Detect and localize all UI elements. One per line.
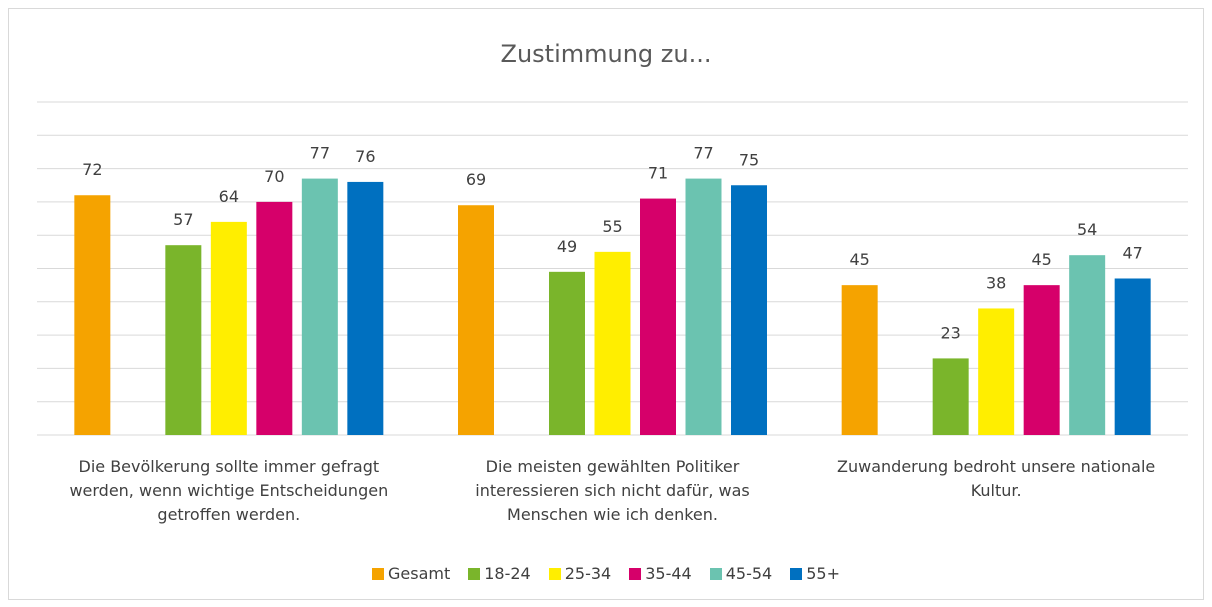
data-label: 72 xyxy=(82,160,102,179)
legend-label: 25-34 xyxy=(564,564,612,583)
data-label: 45 xyxy=(1031,250,1051,269)
bar xyxy=(301,178,338,435)
bar xyxy=(731,185,767,435)
bar xyxy=(165,245,202,435)
data-label: 54 xyxy=(1077,220,1097,239)
bar xyxy=(1069,255,1106,435)
data-label: 76 xyxy=(355,147,375,166)
data-label: 75 xyxy=(739,150,759,169)
bar xyxy=(1114,278,1151,435)
data-label: 45 xyxy=(849,250,869,269)
data-label: 77 xyxy=(310,144,330,163)
bar xyxy=(210,221,247,435)
data-label: 38 xyxy=(986,273,1006,292)
bar xyxy=(1023,285,1060,435)
data-label: 70 xyxy=(264,167,284,186)
legend-swatch xyxy=(371,567,384,580)
data-label: 71 xyxy=(648,164,668,183)
data-label: 77 xyxy=(693,144,713,163)
legend-label: 45-54 xyxy=(725,564,773,583)
legend-swatch xyxy=(709,567,722,580)
data-label: 57 xyxy=(173,210,193,229)
legend-swatch xyxy=(548,567,561,580)
data-label: 49 xyxy=(557,237,577,256)
bar xyxy=(256,201,293,435)
legend: Gesamt 18-24 25-34 35-44 45-54 55+ xyxy=(0,564,1212,583)
x-tick-label: Die meisten gewählten Politiker interess… xyxy=(475,457,750,524)
bar xyxy=(932,358,969,435)
data-label: 23 xyxy=(940,323,960,342)
data-label: 47 xyxy=(1122,243,1142,262)
legend-swatch xyxy=(468,567,481,580)
data-label: 69 xyxy=(466,170,486,189)
legend-item: 45-54 xyxy=(709,564,773,583)
legend-label: 18-24 xyxy=(484,564,531,583)
bar xyxy=(347,181,384,435)
legend-item: Gesamt xyxy=(371,564,451,583)
legend-label: 55+ xyxy=(806,564,840,583)
legend-item: 18-24 xyxy=(468,564,531,583)
bar xyxy=(74,195,111,435)
chart-border xyxy=(8,8,1204,600)
x-tick-label: Zuwanderung bedroht unsere nationale Kul… xyxy=(837,457,1156,500)
x-tick-label: Die Bevölkerung sollte immer gefragt wer… xyxy=(69,457,389,524)
bar xyxy=(685,178,722,435)
legend-item: 55+ xyxy=(790,564,840,583)
legend-swatch xyxy=(629,567,642,580)
data-label: 55 xyxy=(602,217,622,236)
bar xyxy=(978,308,1015,435)
bar xyxy=(594,251,631,435)
bar xyxy=(458,205,494,435)
data-label: 64 xyxy=(219,187,239,206)
bar xyxy=(549,271,585,435)
legend-label: 35-44 xyxy=(645,564,692,583)
bar xyxy=(841,285,878,435)
legend-label: Gesamt xyxy=(387,564,451,583)
legend-item: 35-44 xyxy=(629,564,692,583)
chart-title: Zustimmung zu... xyxy=(501,40,712,68)
legend-item: 25-34 xyxy=(548,564,612,583)
legend-swatch xyxy=(790,567,803,580)
bar xyxy=(640,198,676,435)
